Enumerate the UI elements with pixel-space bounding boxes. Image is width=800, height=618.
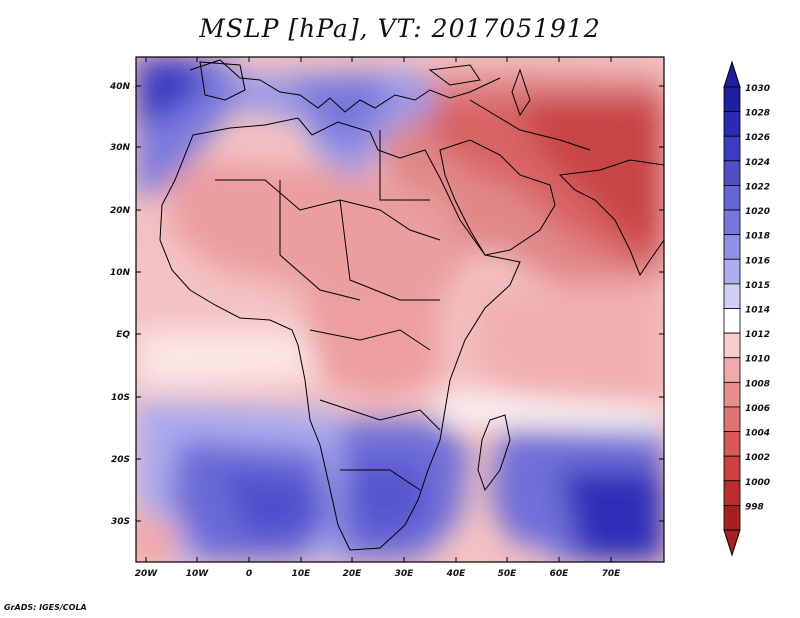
arabia-coastline (439, 139, 556, 256)
lon-label: 60E (550, 569, 570, 579)
colorbar-swatch (723, 234, 741, 260)
lat-label: 30S (111, 517, 130, 527)
colorbar-swatch (723, 308, 741, 334)
lon-label: 70E (602, 569, 622, 579)
colorbar-label: 1012 (745, 330, 770, 340)
colorbar-swatch (723, 135, 741, 162)
colorbar-label: 1014 (745, 306, 770, 316)
colorbar-label: 998 (745, 502, 764, 512)
colorbar-label: 1028 (745, 109, 770, 119)
lon-label: 30E (395, 569, 415, 579)
colorbar-swatch (723, 406, 741, 432)
colorbar-label: 1030 (745, 84, 770, 94)
colorbar-label: 1010 (745, 355, 770, 365)
lon-label: 40E (446, 569, 467, 579)
lat-labels: 40N 30N 20N 10N EQ 10S 20S 30S (109, 82, 664, 527)
coastlines (159, 59, 664, 551)
india-coastline (558, 159, 664, 277)
colorbar-swatch (723, 111, 741, 137)
colorbar-swatch (723, 86, 741, 113)
lon-label: 20E (343, 569, 363, 579)
colorbar-label: 1018 (745, 232, 770, 242)
lat-label: 10N (110, 268, 131, 278)
colorbar-label: 1002 (745, 453, 770, 463)
colorbar-label: 1015 (745, 281, 770, 291)
lon-label: 10W (186, 569, 210, 579)
lon-labels: 20W 10W 0 10E 20E 30E 40E 50E 60E 70E (135, 57, 621, 579)
lat-label: EQ (116, 330, 130, 340)
pressure-field (136, 57, 664, 562)
colorbar-swatch (723, 431, 741, 457)
lat-label: 20N (110, 206, 131, 216)
colorbar-swatch (723, 283, 741, 309)
colorbar-swatch (723, 160, 741, 186)
lat-label: 10S (111, 393, 130, 403)
lon-label: 0 (246, 569, 252, 579)
lat-label: 30N (110, 143, 131, 153)
colorbar-swatch (723, 381, 741, 408)
europe-coastline (189, 59, 501, 113)
colorbar-label: 1016 (745, 256, 770, 266)
colorbar-label: 1020 (745, 207, 770, 217)
colorbar-swatch (723, 480, 741, 506)
colorbar-swatch (723, 185, 741, 211)
colorbar-swatch (723, 258, 741, 285)
colorbar-swatch (723, 357, 741, 383)
lon-label: 20W (135, 569, 159, 579)
colorbar-label: 1006 (745, 404, 770, 414)
lat-label: 20S (111, 455, 130, 465)
africa-coastline (159, 117, 521, 551)
colorbar-label: 1022 (745, 182, 770, 192)
credit-text: GrADS: IGES/COLA (4, 603, 87, 612)
colorbar-label: 1026 (745, 133, 770, 143)
colorbar-label: 1000 (745, 478, 770, 488)
lon-label: 10E (292, 569, 312, 579)
lat-label: 40N (109, 82, 131, 92)
colorbar-label: 1004 (745, 429, 770, 439)
colorbar-swatch (723, 504, 741, 531)
map-frame (135, 56, 665, 563)
colorbar-top-arrow (723, 60, 741, 88)
colorbar-bottom-arrow (723, 529, 741, 557)
colorbar-swatch (723, 455, 741, 482)
colorbar-swatch (723, 209, 741, 236)
colorbar-label: 1008 (745, 379, 770, 389)
madagascar-coastline (477, 414, 511, 492)
map-title: MSLP [hPa], VT: 2017051912 (199, 14, 601, 43)
colorbar-label: 1024 (745, 158, 770, 168)
colorbar-swatch (723, 332, 741, 359)
colorbar: 1030 1028 1026 1024 1022 1020 1018 1016 1015 1014… (723, 60, 770, 557)
lon-label: 50E (498, 569, 518, 579)
